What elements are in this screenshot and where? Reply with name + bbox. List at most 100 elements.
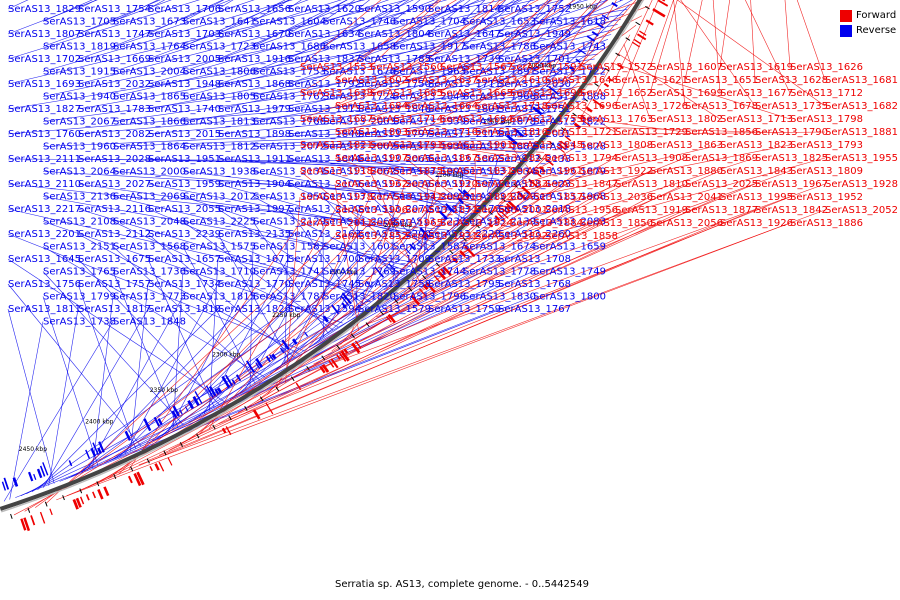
reverse-feature-label: SerAS13_1951 — [148, 154, 221, 165]
reverse-feature-label: SerAS13_1837 — [288, 54, 361, 65]
scale-tick — [10, 513, 13, 519]
reverse-feature-label: SerAS13_1811 — [8, 304, 81, 315]
reverse-feature-label: SerAS13_1733 — [428, 254, 501, 265]
forward-feature — [652, 8, 666, 18]
scale-tick — [394, 299, 399, 304]
reverse-feature-connector — [322, 68, 588, 122]
reverse-feature-connector — [217, 24, 618, 110]
reverse-feature — [619, 0, 622, 1]
forward-feature-label: SerAS13_1712 — [790, 88, 863, 99]
forward-feature-connector — [228, 196, 721, 419]
reverse-feature-label: SerAS13_1819 — [43, 42, 116, 53]
forward-feature-connector — [87, 222, 581, 488]
reverse-feature-connector — [77, 92, 571, 135]
reverse-feature-label: SerAS13_1581 — [253, 242, 326, 253]
reverse-feature-label: SerAS13_1783 — [78, 104, 151, 115]
reverse-feature-connector — [532, 0, 602, 72]
forward-feature-connector — [393, 170, 581, 304]
forward-feature-connector — [544, 0, 637, 107]
forward-feature-connector — [313, 183, 686, 365]
forward-feature — [167, 457, 173, 466]
forward-feature-connector — [138, 209, 826, 466]
reverse-feature-label: SerAS13_1800 — [533, 292, 606, 303]
reverse-feature-label: SerAS13_1686 — [253, 42, 326, 53]
reverse-feature-label: SerAS13_1768 — [498, 279, 571, 290]
reverse-feature-label: SerAS13_2111 — [8, 154, 81, 165]
reverse-feature-label: SerAS13_1840 — [288, 129, 361, 140]
reverse-feature — [3, 477, 10, 490]
reverse-feature-label: SerAS13_1786 — [463, 42, 536, 53]
forward-feature — [351, 342, 361, 354]
reverse-feature-label: SerAS13_1744 — [393, 267, 466, 278]
reverse-feature-connector — [112, 129, 542, 147]
reverse-feature-label: SerAS13_1979 — [218, 104, 291, 115]
forward-feature-label: SerAS13_1884 — [510, 218, 583, 229]
forward-feature-label: SerAS13_1567 — [440, 62, 513, 73]
reverse-feature — [184, 406, 189, 412]
forward-feature — [657, 0, 669, 7]
scale-tick — [113, 473, 117, 479]
reverse-feature-connector — [42, 296, 99, 466]
reverse-feature-label: SerAS13_1963 — [393, 67, 466, 78]
legend-item-reverse: Reverse — [840, 23, 896, 38]
scale-tick — [244, 406, 248, 411]
reverse-feature-connector — [427, 0, 515, 60]
forward-feature-label: SerAS13_1858 — [545, 231, 618, 242]
reverse-feature-connector — [147, 208, 371, 302]
forward-feature — [464, 245, 476, 258]
forward-feature-label: SerAS13_2001 — [475, 205, 548, 216]
reverse-feature-connector — [217, 208, 367, 306]
forward-feature — [521, 185, 531, 195]
reverse-feature-label: SerAS13_2135 — [218, 229, 291, 240]
forward-feature — [560, 140, 570, 149]
forward-feature-connector — [719, 0, 731, 68]
reverse-feature-connector — [7, 0, 366, 85]
reverse-feature — [124, 430, 132, 441]
reverse-feature-label: SerAS13_1676 — [323, 67, 396, 78]
reverse-feature — [221, 375, 231, 389]
forward-feature — [330, 358, 339, 369]
forward-feature-connector — [614, 0, 653, 81]
reverse-feature-connector — [217, 158, 504, 176]
reverse-feature-label: SerAS13_1743 — [533, 42, 606, 53]
reverse-feature-label: SerAS13_1618 — [533, 17, 606, 28]
forward-feature — [328, 360, 335, 368]
reverse-feature-label: SerAS13_1745 — [288, 279, 361, 290]
reverse-feature-label: SerAS13_1765 — [43, 267, 116, 278]
reverse-feature — [28, 471, 34, 482]
forward-feature-label: SerAS13_2052 — [825, 205, 898, 216]
reverse-feature-connector — [42, 0, 504, 97]
forward-feature — [516, 190, 528, 201]
reverse-feature-label: SerAS13_1645 — [8, 254, 81, 265]
reverse-feature-label: SerAS13_2116 — [78, 204, 151, 215]
reverse-feature — [445, 203, 455, 213]
scale-tick — [351, 333, 355, 339]
reverse-feature — [68, 460, 73, 467]
forward-feature-label: SerAS13_1877 — [685, 205, 758, 216]
forward-feature-label: SerAS13_1845 — [510, 140, 583, 151]
reverse-feature-connector — [112, 221, 338, 327]
reverse-feature-label: SerAS13_1797 — [358, 129, 431, 140]
forward-feature-connector — [178, 209, 546, 446]
reverse-feature — [457, 197, 464, 204]
reverse-feature — [235, 374, 242, 382]
reverse-feature — [216, 387, 222, 394]
reverse-feature — [269, 354, 274, 361]
forward-feature — [30, 515, 36, 526]
legend-label-reverse: Reverse — [856, 25, 897, 36]
reverse-feature-label: SerAS13_1601 — [323, 242, 396, 253]
forward-feature — [386, 315, 392, 323]
reverse-feature-label: SerAS13_1830 — [463, 292, 536, 303]
reverse-feature-label: SerAS13_1579 — [358, 304, 431, 315]
reverse-feature-label: SerAS13_1904 — [218, 179, 291, 190]
reverse-feature-label: SerAS13_1769 — [323, 267, 396, 278]
forward-feature — [507, 200, 520, 212]
scale-tick — [594, 83, 599, 87]
scale-labels: 1700 kbp1750 kbp1800 kbp1850 kbp1900 kbp… — [19, 3, 597, 453]
scale-tick — [290, 376, 295, 382]
reverse-feature-connector — [114, 283, 359, 459]
forward-feature — [528, 178, 539, 189]
forward-feature — [639, 30, 647, 36]
forward-feature-connector — [208, 209, 336, 430]
